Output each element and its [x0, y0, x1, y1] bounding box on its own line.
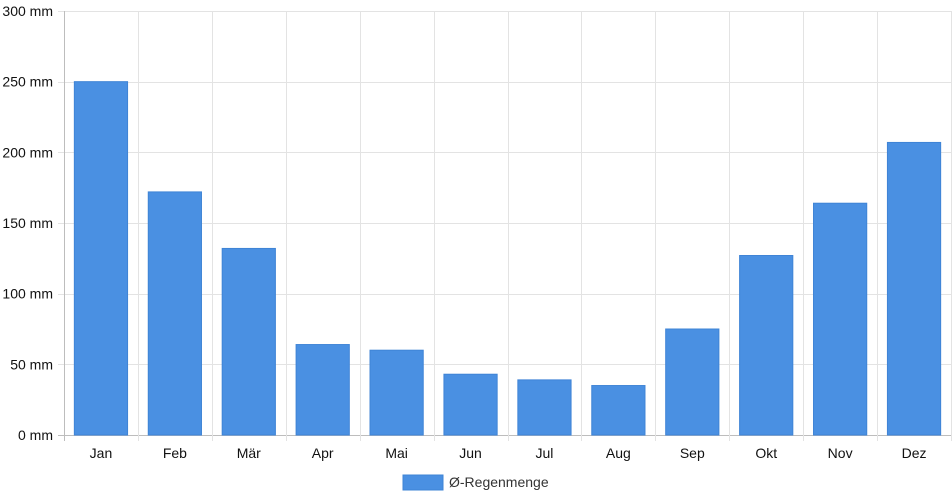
bar-jun[interactable]	[443, 373, 498, 436]
bar-mär[interactable]	[221, 247, 276, 436]
y-tick-label: 0 mm	[18, 427, 53, 443]
x-tick-label: Jun	[459, 445, 482, 461]
bar-aug[interactable]	[591, 385, 646, 436]
x-tick-label: Feb	[163, 445, 187, 461]
legend-label: Ø-Regenmenge	[449, 474, 549, 490]
x-tick-label: Nov	[828, 445, 853, 461]
x-tick-label: Mai	[385, 445, 408, 461]
bar-feb[interactable]	[147, 191, 202, 436]
bar-jan[interactable]	[73, 81, 129, 436]
bar-jul[interactable]	[517, 379, 572, 436]
y-tick-label: 250 mm	[2, 74, 53, 90]
x-tick-label: Jul	[536, 445, 554, 461]
y-tick-label: 150 mm	[2, 215, 53, 231]
x-tick-label: Jan	[90, 445, 113, 461]
x-tick-label: Apr	[312, 445, 334, 461]
y-tick-label: 100 mm	[2, 286, 53, 302]
y-tick-label: 50 mm	[10, 356, 53, 372]
bar-sep[interactable]	[665, 328, 720, 436]
x-tick-label: Dez	[902, 445, 927, 461]
y-tick-label: 200 mm	[2, 144, 53, 160]
bar-apr[interactable]	[295, 344, 350, 436]
x-tick-label: Okt	[755, 445, 777, 461]
bar-mai[interactable]	[369, 349, 424, 436]
grid	[58, 11, 952, 441]
x-tick-label: Mär	[237, 445, 261, 461]
y-tick-label: 300 mm	[2, 3, 53, 19]
legend[interactable]: Ø-Regenmenge	[402, 474, 549, 491]
x-tick-label: Aug	[606, 445, 631, 461]
bars	[73, 81, 942, 436]
bar-nov[interactable]	[813, 202, 868, 436]
axes: 0 mm 50 mm 100 mm 150 mm 200 mm 250 mm 300 mm J…	[2, 3, 926, 461]
bar-okt[interactable]	[739, 255, 794, 436]
x-tick-label: Sep	[680, 445, 705, 461]
bar-dez[interactable]	[886, 141, 942, 436]
legend-swatch	[402, 474, 444, 491]
